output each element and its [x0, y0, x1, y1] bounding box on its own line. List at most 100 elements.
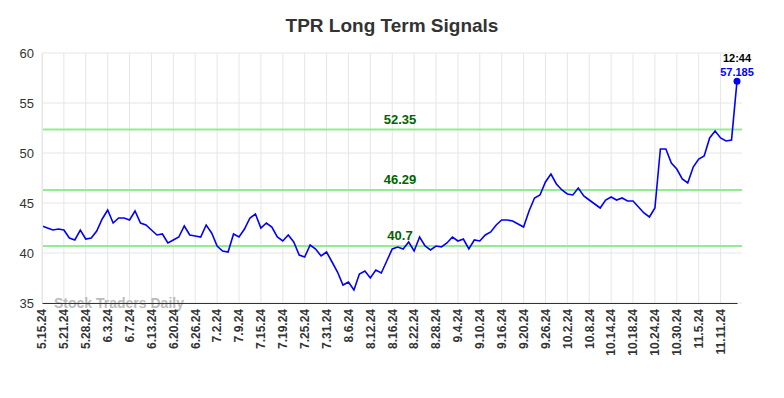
x-axis: 5.15.245.21.245.28.246.3.246.7.246.13.24…	[35, 303, 737, 356]
y-tick-label: 60	[20, 46, 34, 61]
x-tick-label: 7.25.24	[298, 309, 312, 349]
x-tick: 10.30.24	[670, 303, 684, 356]
x-tick: 9.26.24	[539, 303, 553, 349]
x-tick: 10.8.24	[583, 303, 597, 349]
grid-line-x	[676, 53, 677, 303]
y-tick: 40	[20, 246, 42, 261]
y-tick-label: 45	[20, 196, 34, 211]
y-tick: 60	[20, 46, 42, 61]
x-tick: 10.2.24	[561, 303, 575, 349]
plot-area	[42, 78, 742, 290]
y-axis-line	[42, 54, 43, 304]
x-tick-label: 10.18.24	[626, 309, 640, 356]
x-tick: 11.5.24	[692, 303, 706, 348]
grid-line-x	[479, 53, 480, 303]
x-tick: 6.13.24	[145, 303, 159, 349]
signal-label: 46.29	[384, 172, 417, 187]
grid-line-x	[501, 53, 502, 303]
x-tick-label: 7.15.24	[254, 309, 268, 349]
x-tick-label: 6.3.24	[101, 309, 115, 343]
x-tick-label: 6.7.24	[123, 309, 137, 343]
grid-line-x	[129, 53, 130, 303]
grid-line-x	[698, 53, 699, 303]
x-tick-label: 7.19.24	[276, 309, 290, 349]
x-tick-label: 10.8.24	[583, 309, 597, 349]
grid-line-x	[151, 53, 152, 303]
x-tick: 8.16.24	[386, 303, 400, 349]
grid-line-x	[239, 53, 240, 303]
y-tick: 45	[20, 196, 42, 211]
signal-label: 52.35	[384, 112, 417, 127]
grid-line-x	[720, 53, 721, 303]
x-tick: 7.9.24	[232, 303, 246, 342]
grid-line-x	[633, 53, 634, 303]
grid-line-x	[217, 53, 218, 303]
grid-line-x	[436, 53, 437, 303]
x-tick: 5.28.24	[79, 303, 93, 349]
x-tick: 10.18.24	[626, 303, 640, 356]
x-tick: 6.20.24	[167, 303, 181, 349]
y-tick-label: 35	[20, 296, 34, 311]
y-tick: 35	[20, 296, 42, 311]
time-label: 12:44	[723, 52, 752, 64]
last-point	[734, 78, 741, 85]
grid-line-x	[107, 53, 108, 303]
grid-line-x	[173, 53, 174, 303]
grid-line-x	[654, 53, 655, 303]
x-tick: 11.11.24	[714, 303, 728, 354]
x-tick: 6.3.24	[101, 303, 115, 342]
x-tick-label: 9.26.24	[539, 309, 553, 349]
x-tick-label: 6.26.24	[189, 309, 203, 349]
x-tick: 8.6.24	[342, 303, 356, 342]
x-tick: 7.31.24	[320, 303, 334, 349]
grid-line-x	[545, 53, 546, 303]
x-tick-label: 8.6.24	[342, 309, 356, 343]
x-tick: 9.16.24	[495, 303, 509, 349]
x-tick-label: 10.30.24	[670, 309, 684, 356]
x-tick: 7.15.24	[254, 303, 268, 349]
x-tick-label: 7.2.24	[210, 309, 224, 343]
grid-line-x	[457, 53, 458, 303]
signal-label: 40.7	[387, 228, 412, 243]
x-tick: 7.19.24	[276, 303, 290, 349]
signal-line	[42, 189, 742, 191]
x-tick: 9.4.24	[451, 303, 465, 342]
grid-line-x	[523, 53, 524, 303]
chart: TPR Long Term SignalsStock Traders Daily…	[0, 0, 784, 398]
x-tick-label: 11.5.24	[692, 309, 706, 349]
x-tick: 6.26.24	[189, 303, 203, 349]
x-tick: 9.10.24	[473, 303, 487, 349]
y-tick-label: 50	[20, 146, 34, 161]
price-line	[42, 81, 737, 290]
x-axis-line	[43, 303, 738, 304]
x-tick: 5.21.24	[57, 303, 71, 349]
x-tick-label: 10.14.24	[604, 309, 618, 356]
x-tick: 7.25.24	[298, 303, 312, 349]
x-tick-label: 10.2.24	[561, 309, 575, 349]
x-tick-label: 9.10.24	[473, 309, 487, 349]
title: TPR Long Term Signals	[286, 15, 499, 36]
x-tick-label: 5.21.24	[57, 309, 71, 349]
x-tick-label: 7.9.24	[232, 309, 246, 343]
x-tick: 9.20.24	[517, 303, 531, 349]
x-tick-label: 10.24.24	[648, 309, 662, 356]
signal-line	[42, 245, 742, 247]
y-tick: 50	[20, 146, 42, 161]
x-tick-label: 8.28.24	[429, 309, 443, 349]
grid-line-x	[589, 53, 590, 303]
y-tick-label: 40	[20, 246, 34, 261]
x-tick: 10.14.24	[604, 303, 618, 356]
x-tick: 8.12.24	[364, 303, 378, 349]
y-tick-label: 55	[20, 96, 34, 111]
x-tick-label: 5.28.24	[79, 309, 93, 349]
x-tick: 8.22.24	[407, 303, 421, 349]
x-tick: 10.24.24	[648, 303, 662, 356]
end-label: 57.185	[720, 66, 754, 78]
x-tick: 6.7.24	[123, 303, 137, 342]
y-tick: 55	[20, 96, 42, 111]
x-tick-label: 8.16.24	[386, 309, 400, 349]
x-tick-label: 9.4.24	[451, 309, 465, 343]
x-tick-label: 8.12.24	[364, 309, 378, 349]
signal-line	[42, 129, 742, 131]
y-axis: 35 40 45 50 55 60	[20, 46, 43, 311]
